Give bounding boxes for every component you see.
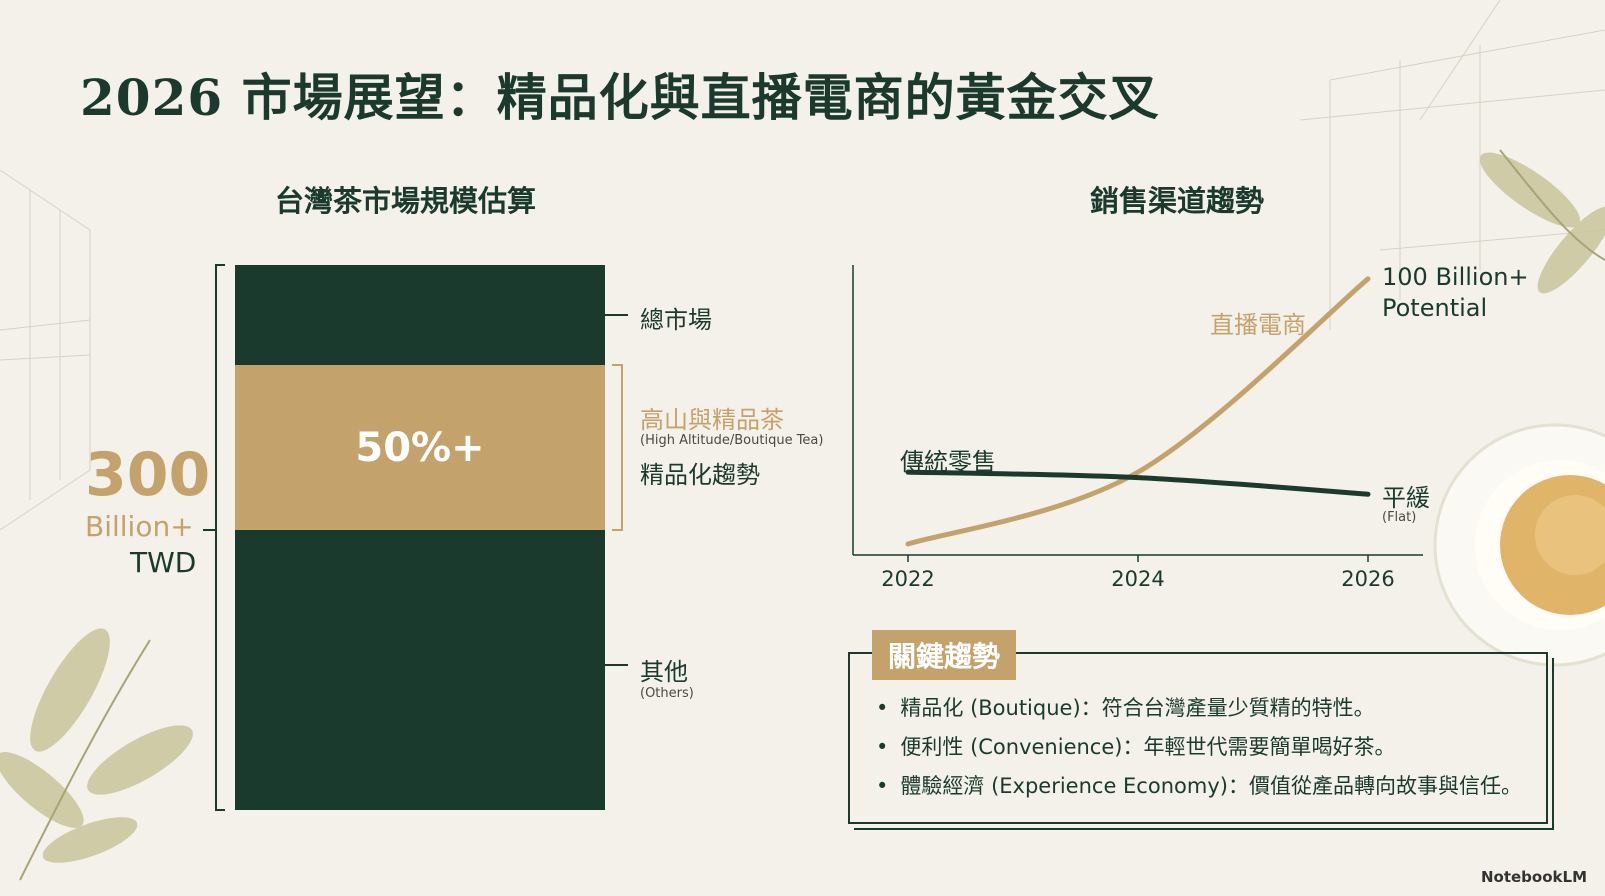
key-trend-item: 體驗經濟 (Experience Economy)：價值從產品轉向故事與信任。 <box>876 770 1522 800</box>
boutique-share-label: 50%+ <box>355 424 485 471</box>
series-label-traditional-retail: 傳統零售 <box>900 448 996 476</box>
notebooklm-logo: NotebookLM <box>1480 868 1587 886</box>
bar-segment-boutique-tea: 50%+ <box>235 365 605 530</box>
segment-sublabel-boutique: (High Altitude/Boutique Tea) <box>640 433 824 448</box>
total-market-currency: TWD <box>130 546 197 579</box>
series-line-traditional-retail <box>905 469 1371 497</box>
channel-trend-chart-title: 銷售渠道趨勢 <box>1090 184 1265 218</box>
retail-end-label-2: (Flat) <box>1382 510 1417 525</box>
x-axis-tick-label: 2026 <box>1341 567 1394 591</box>
segment-trend-label: 精品化趨勢 <box>640 461 760 489</box>
x-axis-tick-label: 2022 <box>881 567 934 591</box>
livestream-end-label-2: Potential <box>1382 294 1488 322</box>
segment-label-others: 其他 <box>640 658 688 686</box>
x-axis-tick-label: 2024 <box>1111 567 1164 591</box>
page-title: 2026 市場展望：精品化與直播電商的黃金交叉 <box>80 68 1160 127</box>
total-market-value: 300 <box>85 440 211 510</box>
livestream-end-label: 100 Billion+ <box>1382 263 1529 291</box>
key-trends-header: 關鍵趨勢 <box>872 630 1017 680</box>
retail-end-label: 平緩 <box>1382 484 1430 512</box>
series-line-livestream <box>905 276 1371 547</box>
bar-segment-others <box>235 530 605 810</box>
key-trend-item: 精品化 (Boutique)：符合台灣產量少質精的特性。 <box>876 692 1374 722</box>
segment-label-total: 總市場 <box>640 306 712 334</box>
segment-sublabel-others: (Others) <box>640 686 694 701</box>
segment-label-boutique: 高山與精品茶 <box>640 406 784 434</box>
market-size-chart-title: 台灣茶市場規模估算 <box>275 184 537 218</box>
market-size-brackets <box>203 264 628 811</box>
key-trends-box <box>848 652 1548 824</box>
key-trend-item: 便利性 (Convenience)：年輕世代需要簡單喝好茶。 <box>876 731 1395 761</box>
bar-segment-total-market <box>235 265 605 365</box>
total-market-unit: Billion+ <box>85 510 194 543</box>
series-label-livestream: 直播電商 <box>1210 311 1306 339</box>
